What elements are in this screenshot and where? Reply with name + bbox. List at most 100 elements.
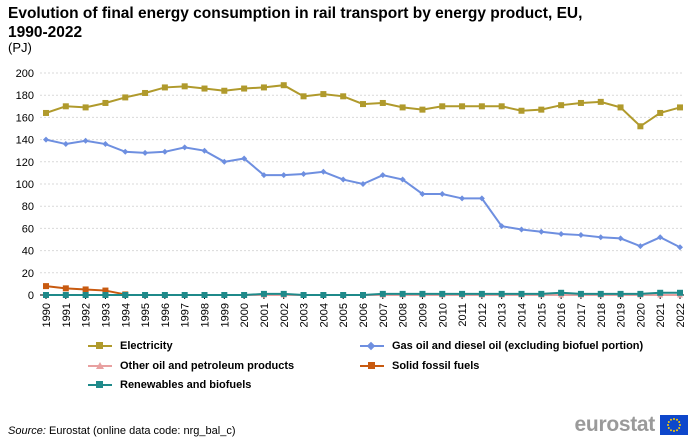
data-point	[558, 102, 565, 109]
data-point	[360, 101, 366, 108]
data-point	[102, 292, 109, 298]
data-point	[320, 91, 327, 98]
x-tick-label: 2012	[477, 303, 489, 327]
x-tick-label: 2006	[358, 303, 370, 327]
x-tick-label: 1994	[120, 303, 132, 327]
x-tick-label: 2018	[596, 303, 608, 327]
data-point	[320, 292, 327, 298]
data-point	[62, 285, 69, 292]
data-point	[280, 290, 287, 297]
data-point	[478, 195, 485, 202]
data-point	[201, 85, 208, 92]
eurostat-logo: eurostat	[575, 413, 688, 437]
data-point	[181, 83, 188, 90]
legend-item-gas-oil: Gas oil and diesel oil (excluding biofue…	[360, 340, 643, 352]
x-tick-label: 2020	[635, 303, 647, 327]
x-tick-label: 1991	[61, 303, 73, 327]
data-point	[597, 98, 604, 105]
y-tick-label: 140	[16, 135, 34, 147]
x-tick-label: 2022	[675, 303, 687, 327]
x-tick-label: 1996	[160, 303, 172, 327]
legend-label: Other oil and petroleum products	[120, 360, 295, 372]
data-point	[459, 290, 466, 297]
data-point	[62, 141, 69, 148]
data-point	[538, 228, 545, 235]
series-4	[43, 289, 683, 298]
data-point	[597, 290, 604, 297]
data-point	[43, 109, 49, 116]
data-point	[260, 172, 267, 179]
data-point	[221, 87, 228, 94]
data-point	[340, 292, 347, 298]
x-tick-label: 2004	[318, 303, 330, 327]
series-1	[43, 136, 683, 251]
data-point	[82, 286, 89, 293]
x-tick-label: 2000	[239, 303, 251, 327]
y-tick-label: 0	[28, 290, 34, 302]
data-point	[478, 103, 485, 110]
data-point	[181, 292, 188, 298]
data-point	[102, 287, 109, 294]
data-point	[300, 292, 307, 298]
x-tick-label: 1995	[140, 303, 152, 327]
data-point	[43, 292, 49, 298]
data-point	[518, 107, 525, 114]
y-tick-label: 120	[16, 157, 34, 169]
data-point	[419, 290, 426, 297]
data-point	[241, 292, 248, 298]
y-tick-label: 80	[22, 201, 34, 213]
data-point	[300, 171, 307, 178]
x-axis-ticks: 1990 1991 1992 1993 1994 1995 1996 1997 1998 1999…	[41, 295, 687, 327]
data-point	[161, 84, 168, 91]
series-0	[43, 82, 683, 130]
data-point	[62, 103, 69, 110]
data-point	[102, 99, 109, 106]
data-point	[181, 144, 188, 151]
legend-label: Renewables and biofuels	[120, 379, 252, 391]
logo-text: eurostat	[574, 413, 656, 436]
data-point	[43, 283, 49, 290]
x-tick-label: 2001	[259, 303, 271, 327]
data-point	[201, 147, 208, 154]
y-tick-label: 60	[22, 223, 34, 235]
y-tick-label: 20	[22, 268, 34, 280]
x-tick-label: 2005	[338, 303, 350, 327]
data-point	[677, 289, 683, 296]
data-point	[459, 195, 466, 202]
legend-swatch	[88, 361, 112, 371]
data-point	[577, 232, 584, 239]
data-point	[379, 172, 386, 179]
legend-label: Solid fossil fuels	[392, 360, 480, 372]
data-point	[43, 136, 49, 143]
data-point	[161, 292, 168, 298]
data-point	[677, 244, 683, 251]
data-point	[558, 289, 565, 296]
data-point	[419, 190, 426, 197]
data-point	[518, 290, 525, 297]
data-point	[617, 235, 624, 242]
legend-swatch	[88, 341, 112, 351]
x-tick-label: 2016	[556, 303, 568, 327]
legend-item-other-oil: Other oil and petroleum products	[88, 360, 294, 372]
x-tick-label: 2007	[378, 303, 390, 327]
x-tick-label: 1998	[200, 303, 212, 327]
data-point	[241, 155, 248, 162]
source-label: Source:	[8, 425, 46, 437]
x-tick-label: 2010	[437, 303, 449, 327]
data-point	[617, 104, 624, 111]
data-point	[637, 243, 644, 250]
data-point	[260, 84, 267, 91]
data-point	[142, 89, 149, 96]
y-axis-ticks: 0 20 40 60 80 100 120 140 160 180 200	[16, 68, 34, 302]
data-point	[379, 99, 386, 106]
data-point	[637, 290, 644, 297]
data-point	[201, 292, 208, 298]
legend-swatch	[88, 380, 112, 390]
x-tick-label: 1997	[180, 303, 192, 327]
data-point	[538, 290, 545, 297]
x-tick-label: 1990	[41, 303, 53, 327]
data-point	[577, 290, 584, 297]
y-tick-label: 160	[16, 112, 34, 124]
data-point	[399, 104, 406, 111]
data-point	[221, 158, 228, 165]
